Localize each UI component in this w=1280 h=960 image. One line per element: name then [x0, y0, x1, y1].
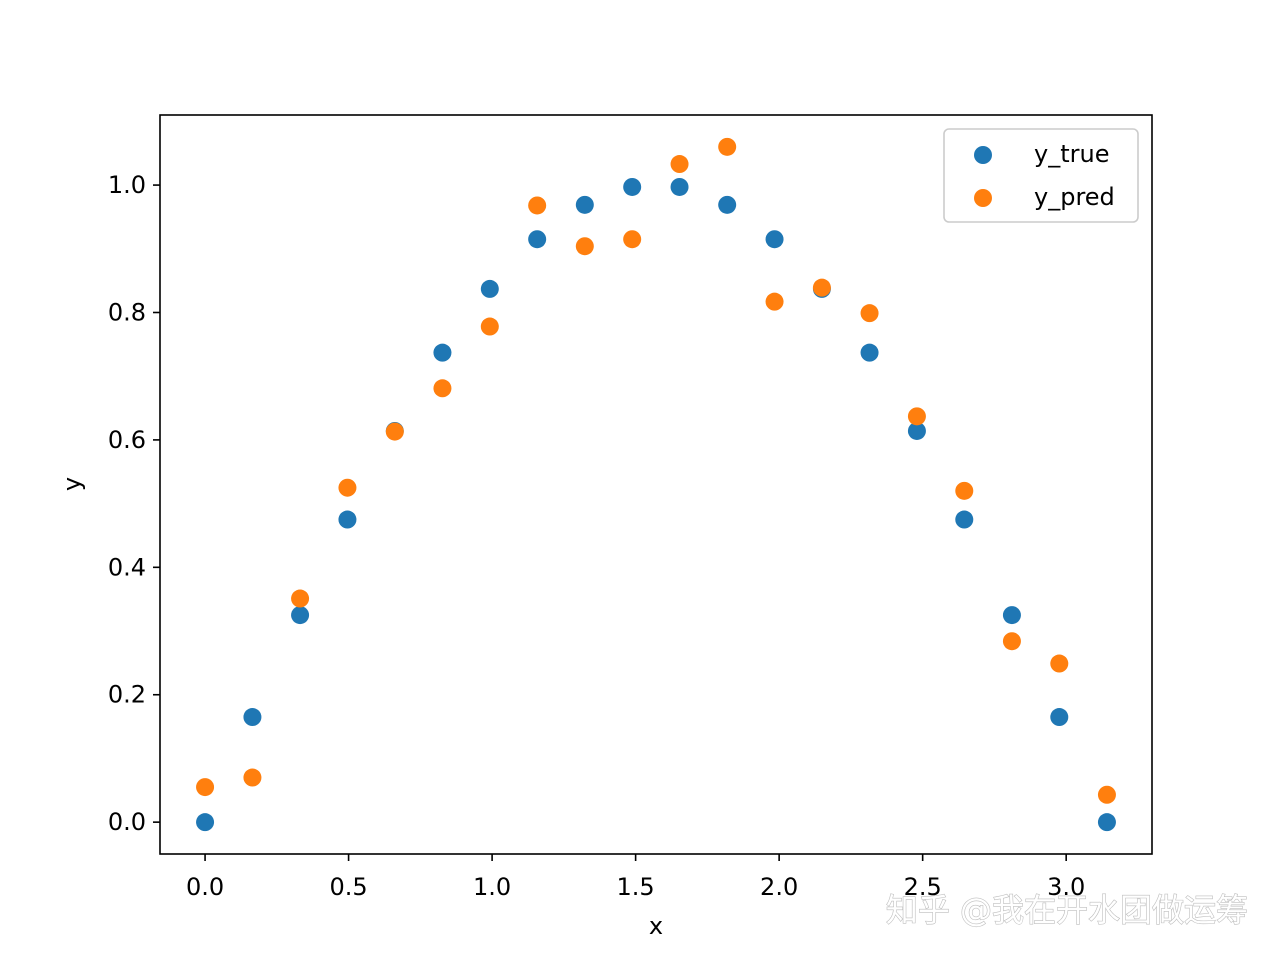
plot-area [160, 115, 1152, 854]
point-y-true-3 [338, 510, 357, 529]
point-y-pred-17 [1002, 632, 1021, 651]
point-y-pred-18 [1050, 654, 1069, 673]
x-tick-label: 3.0 [1047, 873, 1085, 901]
point-y-pred-0 [196, 778, 215, 797]
legend-marker-y-true [974, 146, 992, 164]
y-tick-label: 0.8 [108, 298, 146, 326]
y-tick-label: 0.2 [108, 681, 146, 709]
point-y-pred-15 [907, 407, 926, 426]
y-tick-label: 1.0 [108, 171, 146, 199]
point-y-true-11 [718, 195, 737, 214]
point-y-true-10 [670, 177, 689, 196]
point-y-pred-3 [338, 478, 357, 497]
point-y-true-2 [291, 606, 310, 625]
point-y-true-0 [196, 813, 215, 832]
point-y-true-15 [907, 421, 926, 440]
legend-box [943, 128, 1139, 223]
point-y-true-17 [1002, 606, 1021, 625]
point-y-pred-6 [480, 317, 499, 336]
point-y-pred-5 [433, 379, 452, 398]
x-tick-label: 0.5 [329, 873, 367, 901]
point-y-pred-19 [1097, 785, 1116, 804]
x-axis-label: x [649, 912, 663, 940]
point-y-pred-1 [243, 768, 262, 787]
point-y-pred-7 [528, 196, 547, 215]
point-y-pred-16 [955, 481, 974, 500]
y-tick-label: 0.6 [108, 426, 146, 454]
point-y-pred-14 [860, 304, 879, 323]
point-y-true-16 [955, 510, 974, 529]
watermark: 知乎 @我在开水团做运筹 [886, 891, 1248, 929]
plot-frame [159, 114, 1153, 855]
x-tick-label: 2.5 [904, 873, 942, 901]
point-y-true-6 [480, 279, 499, 298]
data-points [196, 137, 1116, 832]
point-y-true-12 [765, 230, 784, 249]
y-tick-label: 0.0 [108, 808, 146, 836]
point-y-pred-12 [765, 292, 784, 311]
legend-marker-y-pred [974, 189, 992, 207]
point-y-true-5 [433, 343, 452, 362]
point-y-true-1 [243, 708, 262, 727]
y-axis-label: y [58, 477, 86, 491]
y-tick-label: 0.4 [108, 553, 146, 581]
legend: y_true y_pred [943, 128, 1139, 223]
point-y-true-7 [528, 230, 547, 249]
x-tick-label: 1.5 [617, 873, 655, 901]
point-y-pred-8 [575, 237, 594, 256]
point-y-true-14 [860, 343, 879, 362]
point-y-true-8 [575, 195, 594, 214]
y-axis-ticks: 0.0 0.2 0.4 0.6 0.8 1.0 [108, 171, 160, 836]
point-y-true-19 [1097, 813, 1116, 832]
point-y-true-9 [623, 177, 642, 196]
x-tick-label: 1.0 [473, 873, 511, 901]
x-tick-label: 2.0 [760, 873, 798, 901]
x-axis-ticks: 0.0 0.5 1.0 1.5 2.0 2.5 3.0 [186, 854, 1085, 901]
point-y-pred-4 [385, 422, 404, 441]
x-tick-label: 0.0 [186, 873, 224, 901]
point-y-pred-2 [291, 589, 310, 608]
point-y-true-18 [1050, 708, 1069, 727]
point-y-pred-10 [670, 155, 689, 174]
legend-label-y-true: y_true [1034, 140, 1109, 168]
point-y-pred-13 [812, 278, 831, 297]
point-y-pred-11 [718, 137, 737, 156]
legend-label-y-pred: y_pred [1034, 183, 1115, 211]
point-y-pred-9 [623, 230, 642, 249]
